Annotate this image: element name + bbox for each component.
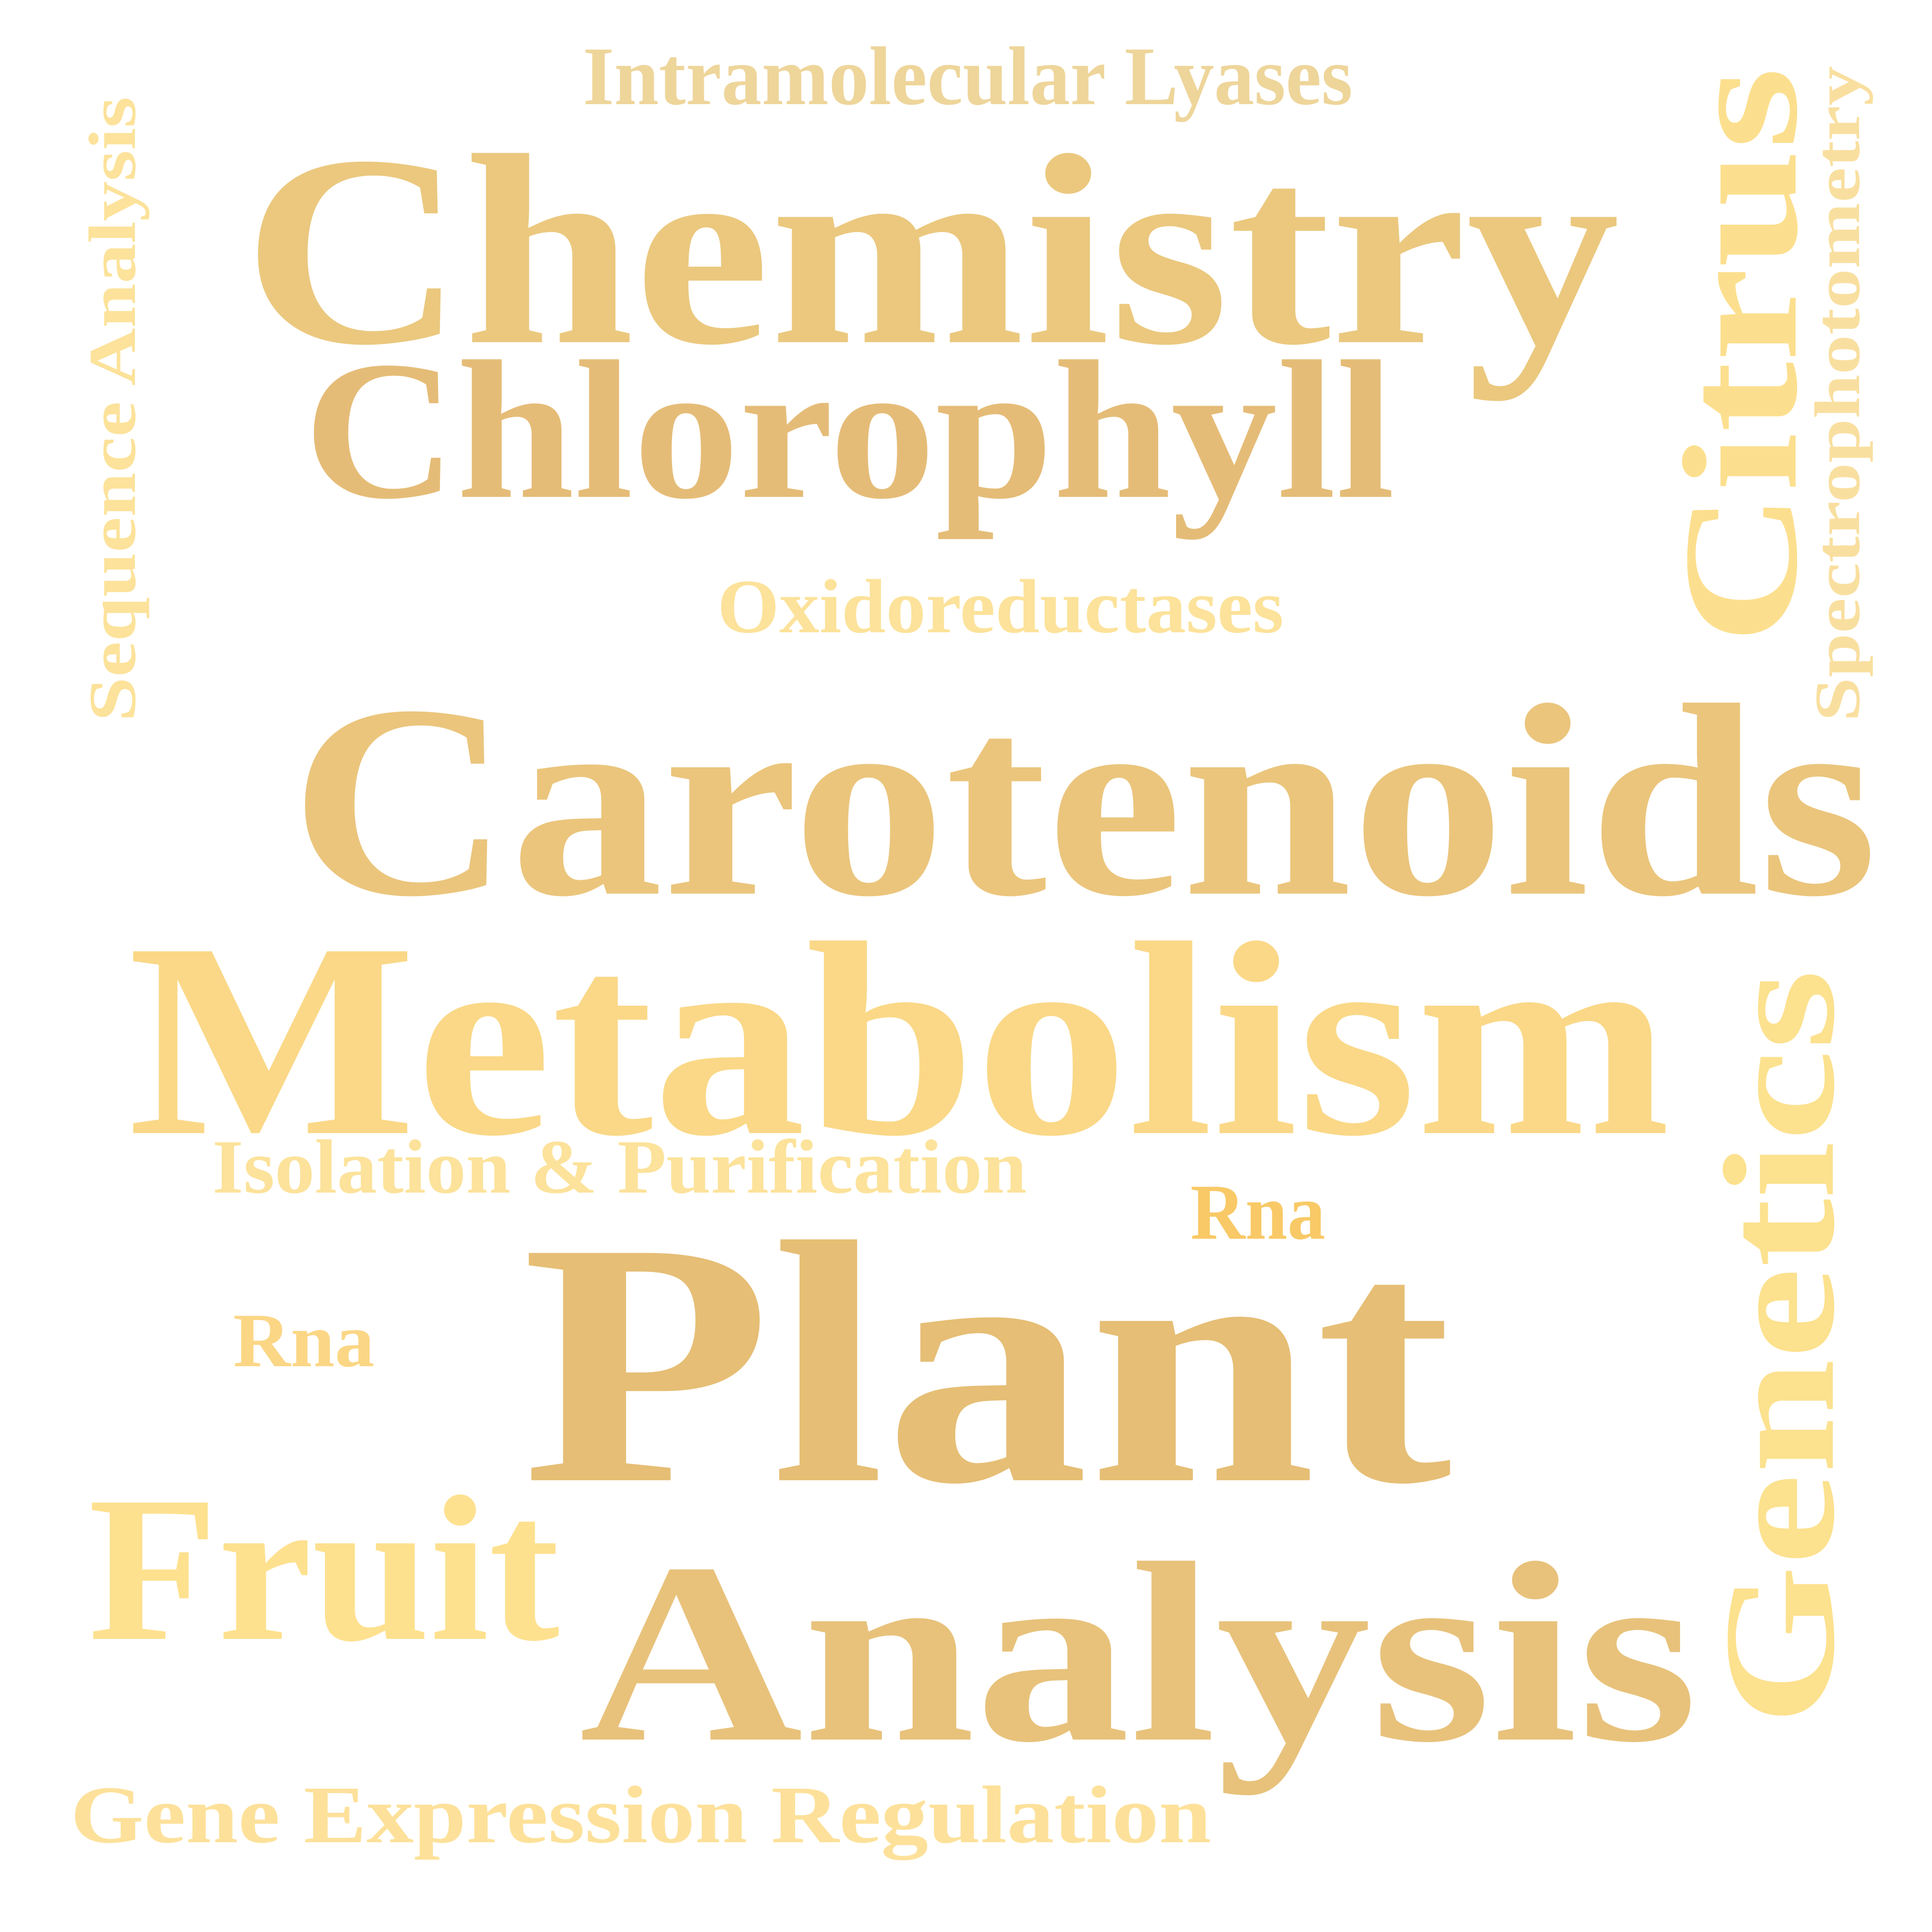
word-isolation-purification: Isolation & Purification — [212, 1124, 1027, 1209]
word-genetics: Genetics — [1692, 969, 1868, 1726]
word-fruit: Fruit — [88, 1453, 562, 1684]
word-plant: Plant — [522, 1171, 1456, 1556]
word-intramolecular-lyases: Intramolecular Lyases — [583, 30, 1353, 122]
word-rna-left: Rna — [233, 1298, 374, 1383]
word-sequence-analysis: Sequence Analysis — [76, 97, 150, 722]
word-gene-expression-regulation: Gene Expression Regulation — [70, 1769, 1211, 1861]
word-spectrophotometry: Spectrophotometry — [1802, 66, 1873, 722]
word-citrus: Citrus — [1650, 67, 1831, 645]
word-analysis: Analysis — [579, 1510, 1698, 1796]
word-carotenoids: Carotenoids — [290, 649, 1877, 954]
word-chlorophyll: Chlorophyll — [304, 320, 1395, 541]
word-chemistry: Chemistry — [243, 99, 1620, 402]
word-oxidoreductases: Oxidoreductases — [717, 564, 1284, 649]
word-metabolism: Metabolism — [128, 886, 1671, 1194]
word-rna-right: Rna — [1190, 1168, 1325, 1256]
